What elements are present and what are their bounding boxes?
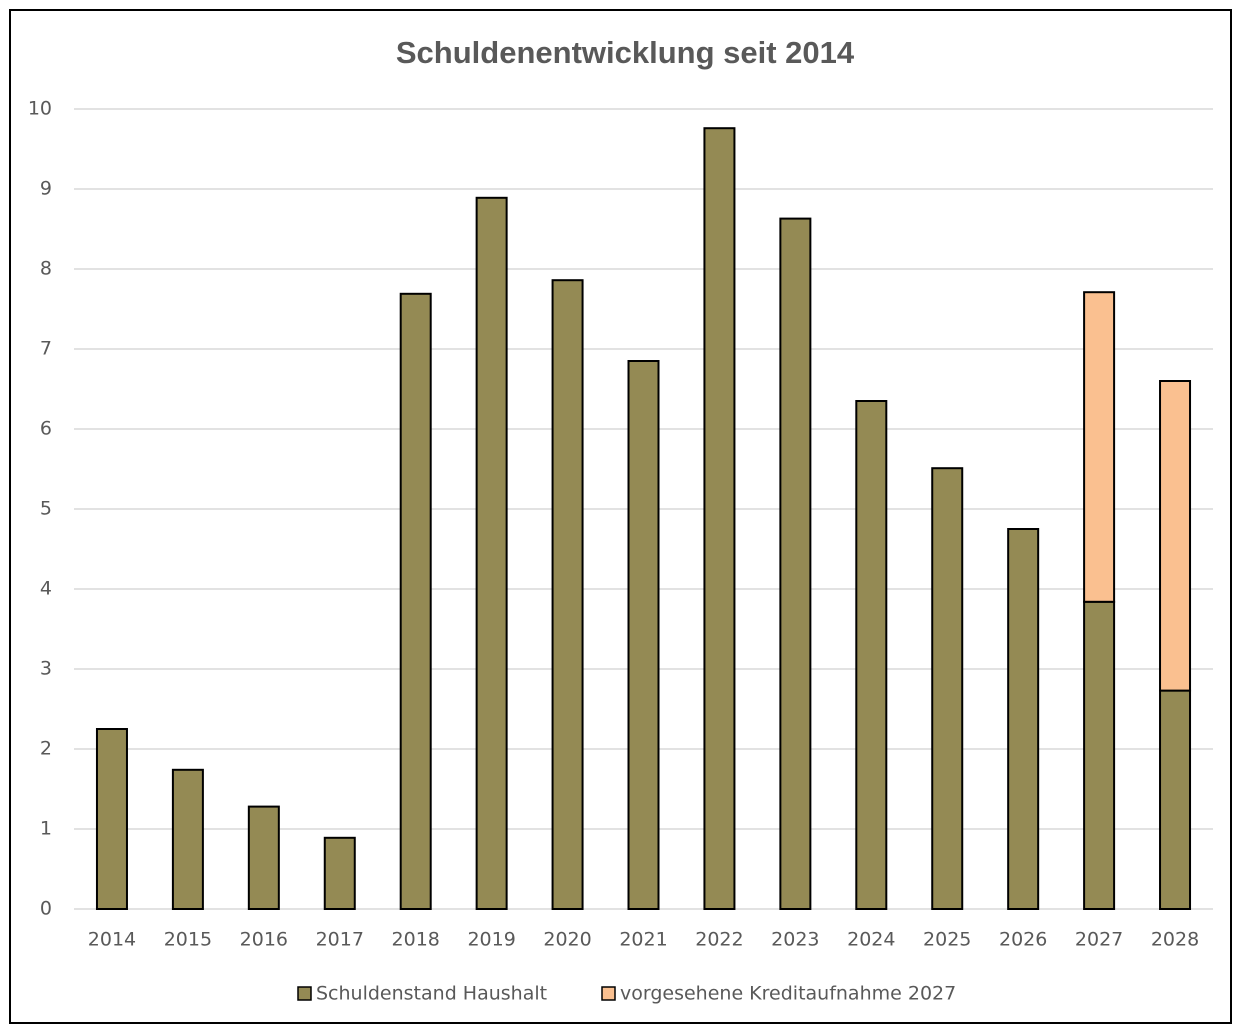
legend-label: vorgesehene Kreditaufnahme 2027: [620, 983, 956, 1005]
bar: [1083, 291, 1116, 603]
bar: [1083, 600, 1116, 910]
bar: [95, 728, 128, 910]
chart-title: Schuldenentwicklung seit 2014: [396, 35, 855, 70]
y-tick-label: 7: [40, 338, 52, 360]
x-tick-label: 2015: [164, 929, 212, 951]
x-tick-label: 2023: [771, 929, 819, 951]
y-tick-label: 0: [40, 898, 52, 920]
bar: [931, 467, 964, 910]
bar: [399, 292, 432, 910]
x-tick-label: 2016: [240, 929, 288, 951]
bar: [855, 400, 888, 910]
x-tick-label: 2017: [316, 929, 364, 951]
x-tick-label: 2014: [88, 929, 136, 951]
y-tick-label: 9: [40, 178, 52, 200]
legend-label: Schuldenstand Haushalt: [316, 983, 547, 1005]
bar: [1007, 528, 1040, 910]
x-tick-label: 2019: [467, 929, 515, 951]
y-tick-label: 3: [40, 658, 52, 680]
bar: [171, 768, 204, 910]
x-tick-label: 2028: [1151, 929, 1199, 951]
bar: [1159, 380, 1192, 692]
y-tick-label: 1: [40, 818, 52, 840]
bar: [551, 279, 584, 910]
x-tick-label: 2024: [847, 929, 895, 951]
x-tick-label: 2026: [999, 929, 1047, 951]
bar: [703, 127, 736, 910]
bar: [323, 836, 356, 910]
x-tick-label: 2020: [543, 929, 591, 951]
y-tick-label: 8: [40, 258, 52, 280]
x-tick-label: 2027: [1075, 929, 1123, 951]
bar: [1159, 689, 1192, 910]
x-tick-label: 2021: [619, 929, 667, 951]
y-tick-label: 6: [40, 418, 52, 440]
legend-swatch: [601, 986, 616, 1001]
bar: [627, 360, 660, 910]
y-tick-label: 5: [40, 498, 52, 520]
x-tick-label: 2022: [695, 929, 743, 951]
y-tick-label: 4: [40, 578, 52, 600]
bar: [475, 196, 508, 911]
x-tick-label: 2025: [923, 929, 971, 951]
bar: [247, 805, 280, 910]
y-tick-label: 10: [28, 98, 52, 120]
bar: [779, 217, 812, 911]
legend-swatch: [297, 986, 312, 1001]
y-tick-label: 2: [40, 738, 52, 760]
x-tick-label: 2018: [392, 929, 440, 951]
